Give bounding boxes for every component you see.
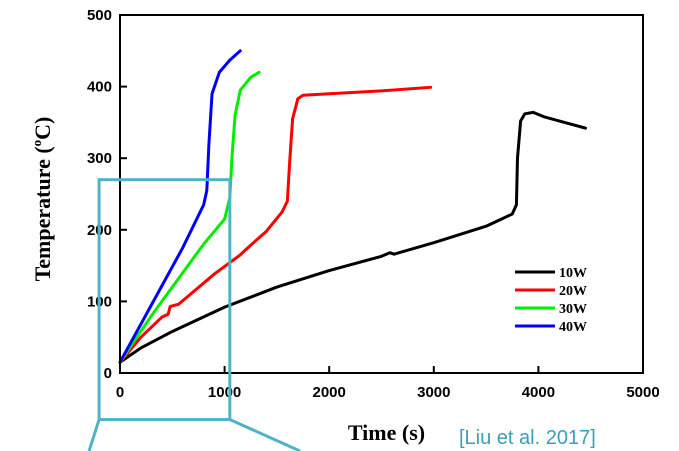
y-tick-label: 400 bbox=[87, 79, 112, 96]
legend: 10W 20W 30W 40W bbox=[515, 266, 587, 335]
y-axis-label-degree: o bbox=[29, 140, 44, 147]
legend-label: 20W bbox=[559, 284, 587, 299]
zoom-leader-left bbox=[87, 419, 101, 451]
citation-text: [Liu et al. 2017] bbox=[459, 427, 596, 449]
x-tick-label: 0 bbox=[116, 384, 124, 401]
y-tick-label: 0 bbox=[104, 365, 112, 382]
legend-label: 10W bbox=[559, 266, 587, 281]
legend-label: 30W bbox=[559, 302, 587, 317]
series-line-30w bbox=[118, 70, 261, 364]
series-line-20w bbox=[118, 85, 433, 364]
x-tick-label: 2000 bbox=[313, 384, 346, 401]
x-tick-label: 5000 bbox=[626, 384, 659, 401]
plot-frame bbox=[119, 14, 644, 374]
zoom-leader-right bbox=[229, 418, 301, 451]
x-tick-label: 4000 bbox=[522, 384, 555, 401]
y-axis-label-main: Temperature ( bbox=[30, 146, 55, 281]
zoom-overlay bbox=[87, 178, 301, 451]
x-tick-label: 1000 bbox=[208, 384, 241, 401]
y-axis-label-unit: C) bbox=[30, 117, 55, 140]
x-axis-label: Time (s) bbox=[348, 420, 425, 445]
y-tick-label: 300 bbox=[87, 150, 112, 167]
y-tick-label: 500 bbox=[87, 7, 112, 24]
legend-label: 40W bbox=[559, 320, 587, 335]
y-axis-label: Temperature (oC) bbox=[29, 117, 55, 282]
series-line-40w bbox=[118, 49, 242, 364]
x-tick-label: 3000 bbox=[417, 384, 450, 401]
series-layer bbox=[118, 49, 587, 364]
series-line-10w bbox=[118, 110, 587, 364]
zoom-box bbox=[97, 178, 232, 422]
